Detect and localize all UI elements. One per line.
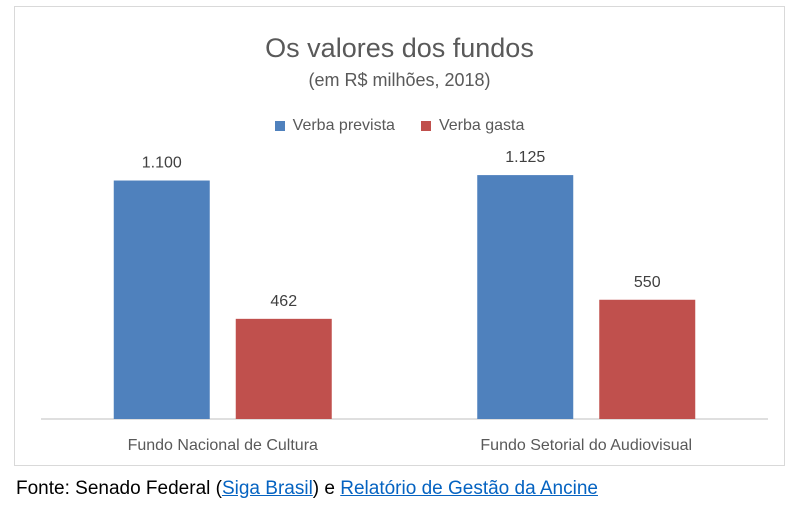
chart-legend: Verba prevista Verba gasta [15,117,784,135]
x-tick-label-2: Fundo Setorial do Audiovisual [480,437,692,454]
x-tick-label-1: Fundo Nacional de Cultura [128,437,318,454]
bar-verba-prevista-2 [477,175,574,419]
source-prefix: Fonte: Senado Federal ( [16,478,222,499]
data-label-verba-gasta-1: 462 [270,293,297,310]
data-label-verba-gasta-2: 550 [634,274,661,291]
chart-subtitle: (em R$ milhões, 2018) [308,70,491,90]
source-middle: ) e [312,478,341,499]
relatorio-ancine-link[interactable]: Relatório de Gestão da Ancine [340,478,598,499]
source-line: Fonte: Senado Federal (Siga Brasil) e Re… [16,478,598,500]
chart-title: Os valores dos fundos [265,33,534,63]
bar-verba-prevista-1 [113,180,210,419]
bar-chart-plot: 1.100 462 Fundo Nacional de Cultura 1.125 55… [41,149,768,454]
bar-verba-gasta-2 [599,299,696,419]
data-label-verba-prevista-1: 1.100 [142,155,182,172]
legend-label-series-1: Verba prevista [292,117,395,134]
legend-label-series-2: Verba gasta [438,117,525,134]
chart-frame: Os valores dos fundos (em R$ milhões, 20… [14,6,785,466]
legend-item-series-1: Verba prevista [274,117,395,135]
bar-verba-gasta-1 [235,318,332,419]
legend-swatch-series-2 [420,121,431,131]
legend-swatch-series-1 [274,121,285,131]
legend-item-series-2: Verba gasta [420,117,525,135]
data-label-verba-prevista-2: 1.125 [505,149,545,166]
siga-brasil-link[interactable]: Siga Brasil [221,478,313,499]
